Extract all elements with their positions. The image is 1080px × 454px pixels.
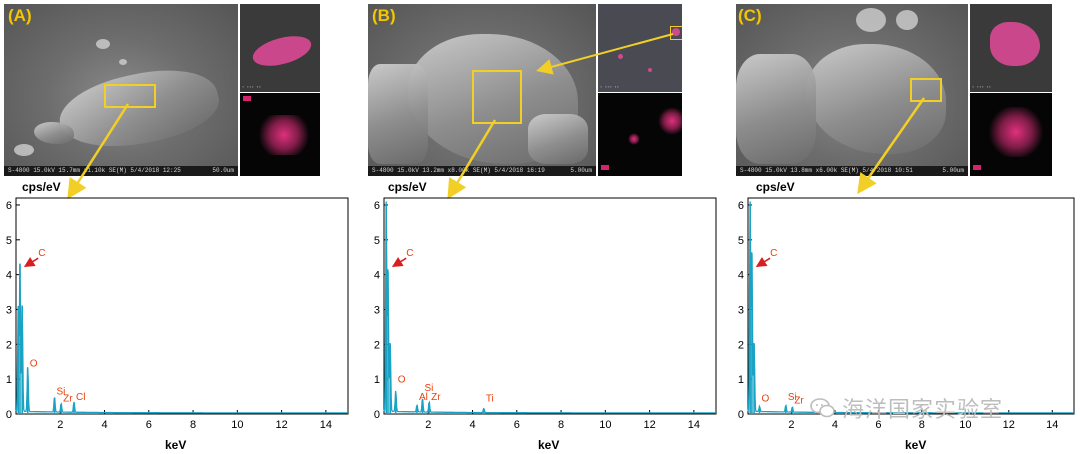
element-region [648,68,652,72]
particle [528,114,588,164]
selection-box [472,70,522,124]
element-region [254,115,314,155]
map-tag [243,96,251,101]
eds-element-map [240,93,320,176]
panel-c: S-4800 15.0kV 13.8mm x6.00k SE(M) 5/4/20… [720,0,1080,454]
element-region [628,133,640,145]
map-caption: ▪ ▪▪▪ ▪▪ [242,86,262,90]
x-axis-label: keV [165,438,187,452]
map-tag [601,165,609,170]
selection-box [104,84,156,108]
x-axis-label: keV [905,438,927,452]
eds-overlay-map: ▪ ▪▪▪ ▪▪ [970,4,1052,92]
particle [856,8,886,32]
element-region [672,28,680,36]
y-axis-label: cps/eV [756,180,795,194]
particle [14,144,34,156]
watermark-text: 海洋国家实验室 [842,398,1004,423]
watermark: 海洋国家实验室 [810,392,1003,424]
element-region [658,107,682,135]
particle [119,59,127,65]
particle [896,10,918,30]
sem-caption: S-4800 15.0kV 13.2mm x8.00k SE(M) 5/4/20… [368,166,596,176]
x-axis-label: keV [538,438,560,452]
particle [34,122,74,144]
particle [736,54,816,164]
selection-box [910,78,942,102]
panel-label: (A) [8,6,32,25]
map-caption: ▪ ▪▪▪ ▪▪ [972,86,992,90]
sem-caption: S-4800 15.0kV 15.7mm x1.10k SE(M) 5/4/20… [4,166,238,176]
element-region [249,30,315,72]
y-axis-label: cps/eV [22,180,61,194]
element-region [990,22,1040,66]
eds-element-map [598,93,682,176]
selection-box [670,26,682,40]
panel-label: (B) [372,6,396,25]
sem-caption: S-4800 15.0kV 13.8mm x6.00k SE(M) 5/4/20… [736,166,968,176]
panel-b: S-4800 15.0kV 13.2mm x8.00k SE(M) 5/4/20… [360,0,720,454]
map-tag [973,165,981,170]
eds-overlay-map: ▪ ▪▪▪ ▪▪ [240,4,320,92]
panel-label: (C) [738,6,762,25]
eds-element-map [970,93,1052,176]
particle [52,55,226,163]
wechat-icon [810,398,835,418]
panel-a: S-4800 15.0kV 15.7mm x1.10k SE(M) 5/4/20… [0,0,360,454]
particle [96,39,110,49]
y-axis-label: cps/eV [388,180,427,194]
eds-overlay-map: ▪ ▪▪▪ ▪▪ [598,4,682,92]
particle [368,64,428,164]
map-caption: ▪ ▪▪▪ ▪▪ [600,86,620,90]
element-region [986,107,1046,157]
element-region [618,54,623,59]
